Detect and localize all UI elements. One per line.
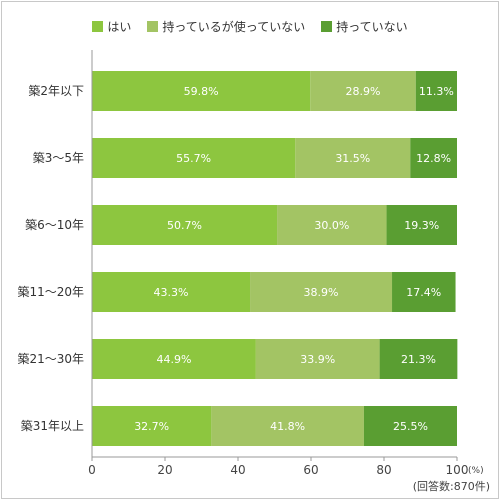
data-label: 33.9% (300, 353, 335, 366)
data-label: 19.3% (404, 219, 439, 232)
x-axis-unit: (%) (468, 466, 484, 476)
legend-item: はい (92, 16, 131, 36)
data-label: 21.3% (401, 353, 436, 366)
category-label: 築21～30年 (17, 351, 84, 366)
data-label: 12.8% (416, 152, 451, 165)
bar-segment (386, 205, 457, 245)
data-label: 28.9% (346, 85, 381, 98)
bar-segment (92, 406, 212, 446)
x-tick-label: 80 (376, 463, 391, 477)
legend-label: はい (107, 19, 132, 34)
legend-item: 持っているが使っていない (147, 16, 305, 36)
legend-label: 持っていない (336, 19, 408, 34)
category-label: 築2年以下 (28, 83, 84, 98)
bar-segment (310, 71, 416, 111)
bar-segment (277, 205, 387, 245)
bar-segment (379, 339, 458, 379)
category-label: 築11～20年 (17, 284, 84, 299)
data-label: 11.3% (419, 85, 454, 98)
category-label: 築31年以上 (21, 418, 84, 433)
data-label: 30.0% (314, 219, 349, 232)
legend-swatch (147, 20, 159, 32)
bar-segment (363, 406, 457, 446)
data-label: 50.7% (167, 219, 202, 232)
bar-segment (295, 138, 411, 178)
data-label: 41.8% (270, 420, 305, 433)
data-label: 44.9% (156, 353, 191, 366)
legend-label: 持っているが使っていない (162, 19, 306, 34)
category-label: 築3～5年 (33, 150, 84, 165)
data-label: 25.5% (393, 420, 428, 433)
bar-segment (92, 205, 278, 245)
bar-segment (415, 71, 457, 111)
bar-segment (250, 272, 393, 312)
x-tick-label: 0 (88, 463, 96, 477)
x-tick-label: 40 (230, 463, 245, 477)
data-label: 55.7% (176, 152, 211, 165)
bar-segment (392, 272, 456, 312)
legend-swatch (321, 20, 333, 32)
bar-segment (92, 71, 311, 111)
legend-swatch (92, 20, 104, 32)
bar-segment (410, 138, 457, 178)
data-label: 59.8% (184, 85, 219, 98)
data-label: 17.4% (406, 286, 441, 299)
bar-segment (92, 138, 296, 178)
legend: はい 持っているが使っていない 持っていない (0, 16, 500, 36)
bar-segment (211, 406, 364, 446)
data-label: 31.5% (335, 152, 370, 165)
data-label: 38.9% (304, 286, 339, 299)
bar-segment (255, 339, 380, 379)
category-label: 築6～10年 (25, 217, 84, 232)
x-tick-label: 20 (157, 463, 172, 477)
bar-segment (92, 339, 256, 379)
x-tick-label: 100 (446, 463, 469, 477)
data-label: 43.3% (154, 286, 189, 299)
data-label: 32.7% (134, 420, 169, 433)
legend-item: 持っていない (321, 16, 408, 36)
x-tick-label: 60 (303, 463, 318, 477)
response-count: (回答数:870件) (412, 480, 490, 493)
bar-segment (92, 272, 251, 312)
